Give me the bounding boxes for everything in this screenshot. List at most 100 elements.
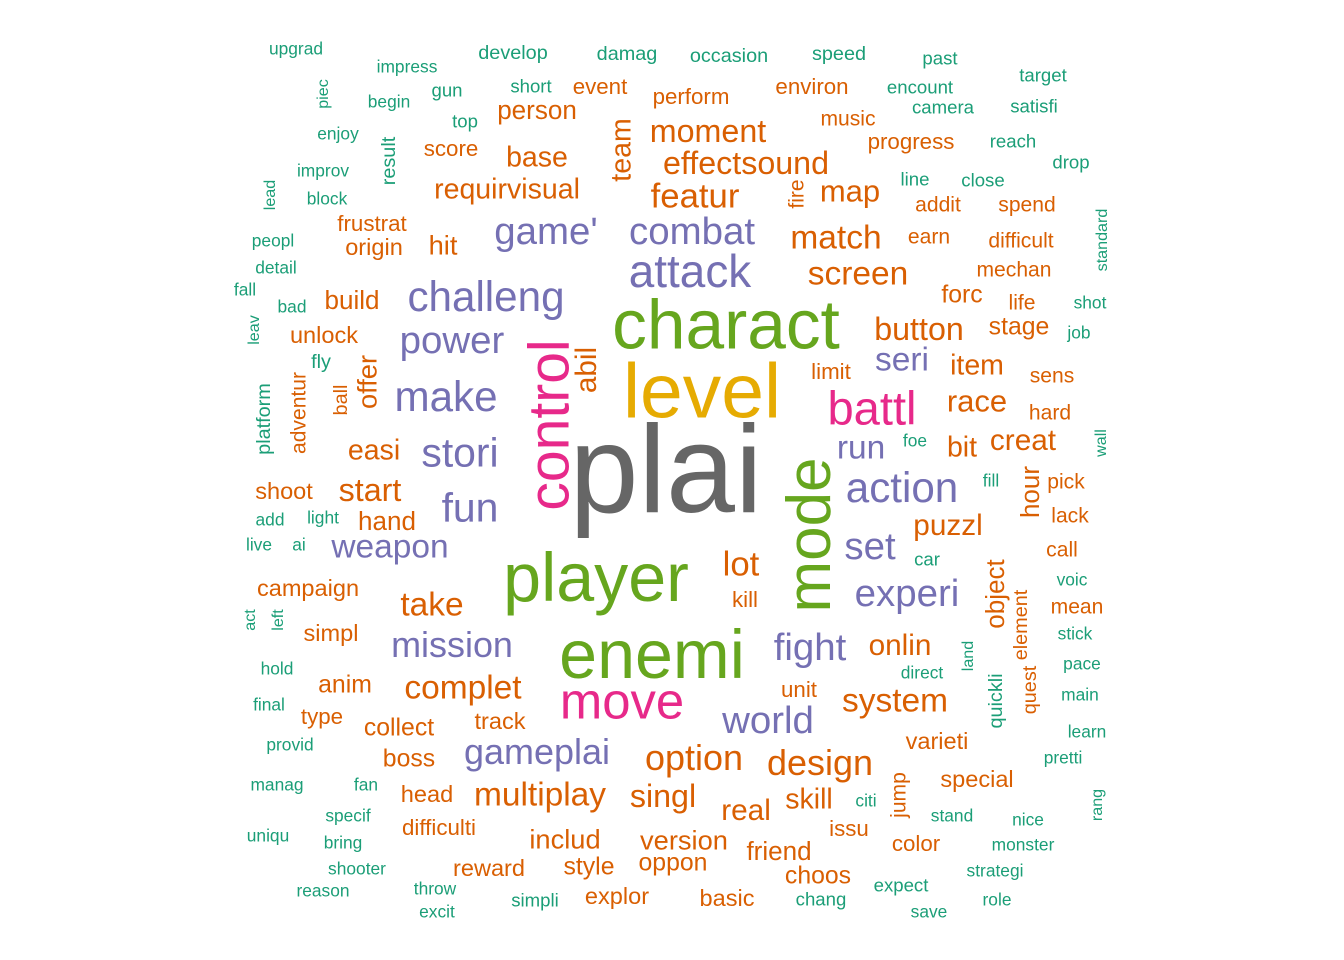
word-take: take [400, 586, 464, 624]
word-save: save [910, 901, 948, 922]
word-friend: friend [746, 835, 812, 866]
word-top: top [452, 110, 478, 132]
word-shoot: shoot [255, 478, 313, 505]
word-camera: camera [911, 96, 975, 118]
word-pick: pick [1047, 470, 1085, 494]
word-effectsound: effectsound [662, 144, 830, 181]
word-anim: anim [318, 671, 372, 699]
word-system: system [842, 682, 948, 720]
word-attack: attack [628, 245, 752, 298]
word-rang-vertical: rang [1087, 788, 1106, 822]
word-mission: mission [391, 624, 513, 666]
word-fun: fun [441, 484, 499, 531]
word-style: style [563, 853, 615, 881]
word-foe: foe [902, 430, 928, 451]
word-result-vertical: result [378, 136, 401, 186]
word-issu: issu [829, 815, 869, 841]
word-hand: hand [358, 505, 416, 536]
word-life: life [1008, 291, 1036, 315]
word-reason: reason [296, 880, 350, 901]
word-past: past [922, 47, 958, 69]
word-mode-vertical: mode [775, 457, 844, 613]
word-adventur-vertical: adventur [287, 371, 311, 455]
word-color: color [891, 830, 941, 856]
word-weapon: weapon [331, 528, 449, 566]
word-easi: easi [347, 434, 401, 467]
word-piec-vertical: piec [313, 79, 332, 109]
word-environ: environ [775, 73, 849, 99]
word-spend: spend [998, 193, 1056, 217]
word-call: call [1046, 538, 1078, 562]
word-includ: includ [529, 823, 601, 855]
word-bring: bring [323, 832, 363, 853]
word-map: map [819, 173, 881, 209]
word-main: main [1061, 684, 1099, 705]
word-collect: collect [363, 714, 435, 742]
word-learn: learn [1067, 721, 1107, 742]
word-addit: addit [915, 193, 961, 217]
word-type: type [300, 703, 344, 729]
word-jump-vertical: jump [887, 772, 911, 818]
word-creat: creat [989, 424, 1057, 458]
word-progress: progress [867, 128, 955, 154]
word-fire-vertical: fire [785, 179, 809, 209]
word-forc: forc [941, 281, 983, 309]
word-power: power [399, 318, 505, 362]
word-left-vertical: left [268, 609, 287, 631]
word-light: light [307, 507, 339, 528]
word-featur: featur [650, 177, 740, 216]
word-abil-vertical: abil [570, 346, 604, 394]
word-limit: limit [811, 358, 851, 384]
word-specif: specif [325, 805, 371, 826]
word-build: build [324, 284, 380, 315]
word-special: special [940, 766, 1014, 793]
word-pace: pace [1063, 653, 1101, 674]
word-manag: manag [250, 774, 304, 795]
word-short: short [510, 75, 552, 97]
word-car: car [914, 548, 940, 570]
word-excit: excit [419, 901, 455, 922]
word-event: event [572, 73, 628, 99]
word-boss: boss [382, 745, 436, 773]
word-hit: hit [428, 229, 458, 261]
word-fan: fan [353, 774, 379, 795]
word-world: world [722, 698, 814, 742]
word-combat: combat [629, 209, 755, 253]
word-stick: stick [1057, 623, 1093, 644]
word-upgrad: upgrad [268, 38, 324, 59]
word-stage: stage [988, 313, 1050, 341]
word-act-vertical: act [240, 609, 259, 631]
word-stori: stori [421, 429, 499, 476]
word-difficulti: difficulti [402, 814, 476, 840]
word-complet: complet [404, 669, 522, 707]
word-hard: hard [1028, 401, 1072, 425]
word-oppon: oppon [638, 849, 708, 877]
word-track: track [474, 708, 526, 735]
word-chang: chang [795, 888, 847, 910]
word-mechan: mechan [976, 258, 1052, 282]
word-peopl: peopl [251, 230, 295, 251]
word-fall: fall [233, 279, 257, 300]
word-pretti: pretti [1043, 747, 1083, 768]
word-run: run [836, 429, 886, 467]
word-simpli: simpli [511, 889, 559, 911]
word-screen: screen [807, 255, 909, 293]
word-lack: lack [1051, 504, 1089, 528]
word-voic: voic [1056, 569, 1088, 590]
word-charact: charact [612, 285, 840, 364]
word-reward: reward [453, 855, 525, 882]
word-element-vertical: element [1010, 589, 1033, 661]
word-occasion: occasion [689, 45, 769, 68]
word-fly: fly [311, 351, 331, 374]
word-design: design [767, 742, 873, 784]
word-challeng: challeng [407, 272, 565, 320]
word-move: move [559, 672, 685, 730]
word-reach: reach [989, 130, 1037, 152]
word-kill: kill [731, 586, 759, 612]
word-puzzl: puzzl [913, 509, 983, 543]
word-simpl: simpl [303, 620, 359, 647]
word-lot: lot [722, 545, 760, 584]
word-gun: gun [431, 79, 463, 101]
word-standard-vertical: standard [1092, 208, 1111, 272]
word-base: base [506, 141, 568, 174]
